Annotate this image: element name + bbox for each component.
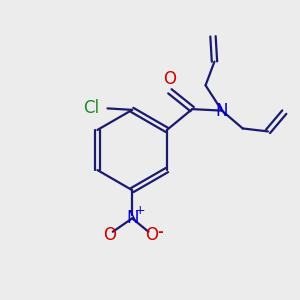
Text: O: O <box>145 226 158 244</box>
Text: O: O <box>164 70 176 88</box>
Text: O: O <box>103 226 116 244</box>
Text: N: N <box>126 209 138 227</box>
Text: -: - <box>158 225 163 239</box>
Text: Cl: Cl <box>83 99 100 117</box>
Text: +: + <box>134 204 145 218</box>
Text: N: N <box>216 102 228 120</box>
